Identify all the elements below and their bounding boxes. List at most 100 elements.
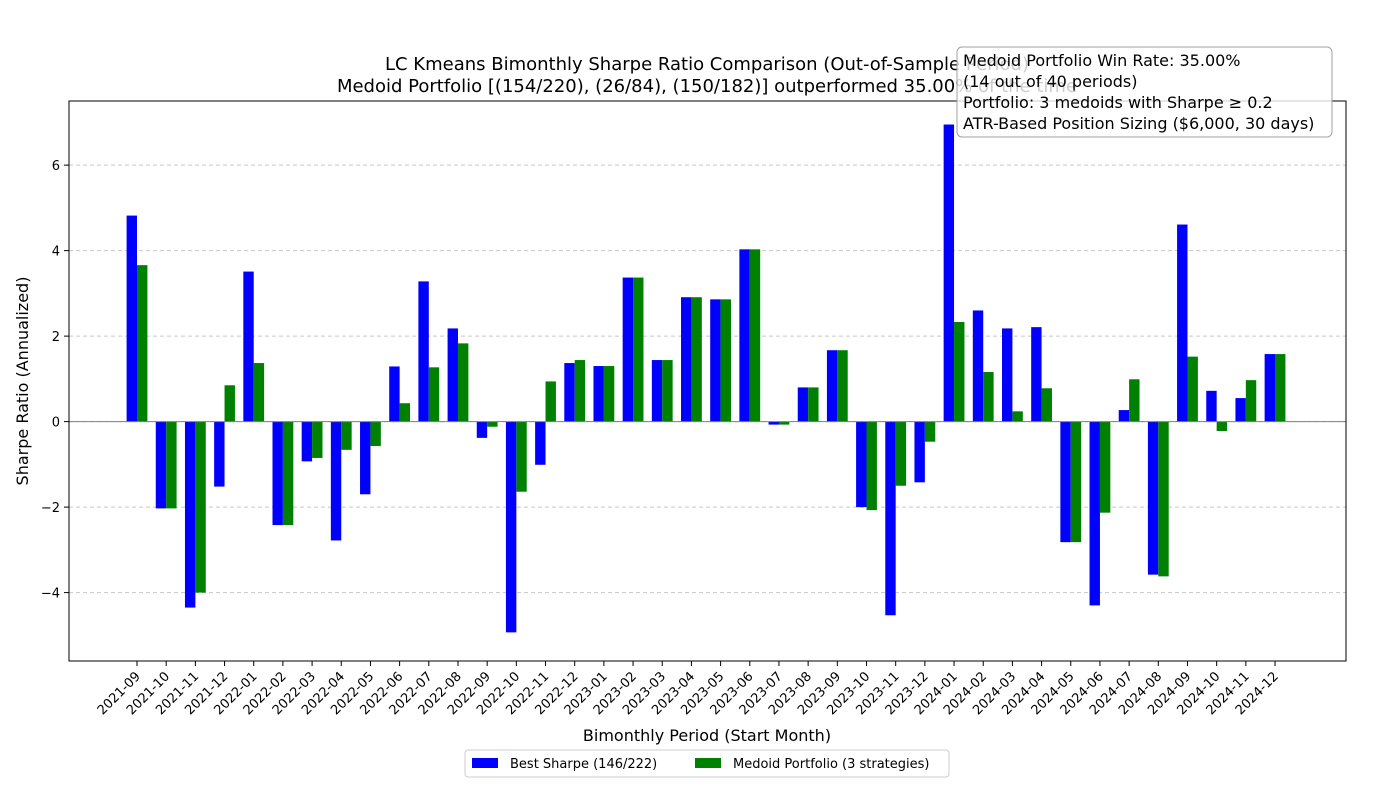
x-ticks: 2021-092021-102021-112021-122022-012022-… bbox=[95, 661, 1282, 718]
bar-best-sharpe bbox=[739, 249, 750, 422]
bar-best-sharpe bbox=[243, 271, 254, 422]
bar-medoid-portfolio bbox=[1129, 379, 1140, 422]
bar-medoid-portfolio bbox=[662, 360, 673, 422]
annotation-line-3: Portfolio: 3 medoids with Sharpe ≥ 0.2 bbox=[963, 93, 1273, 112]
bar-medoid-portfolio bbox=[399, 403, 411, 422]
bar-medoid-portfolio bbox=[895, 421, 907, 486]
x-axis-label: Bimonthly Period (Start Month) bbox=[583, 726, 831, 745]
bar-medoid-portfolio bbox=[749, 249, 761, 422]
chart-title: LC Kmeans Bimonthly Sharpe Ratio Compari… bbox=[385, 54, 1029, 75]
bar-medoid-portfolio bbox=[633, 277, 644, 422]
bar-medoid-portfolio bbox=[837, 350, 848, 422]
bar-best-sharpe bbox=[1235, 398, 1246, 422]
bar-medoid-portfolio bbox=[137, 265, 148, 422]
legend-swatch-best-sharpe bbox=[472, 758, 498, 768]
legend: Best Sharpe (146/222) Medoid Portfolio (… bbox=[464, 749, 950, 778]
bar-medoid-portfolio bbox=[516, 421, 527, 492]
bar-medoid-portfolio bbox=[1070, 421, 1082, 543]
annotation-line-4: ATR-Based Position Sizing ($6,000, 30 da… bbox=[963, 114, 1314, 133]
y-tick-label: 6 bbox=[52, 159, 60, 174]
bar-best-sharpe bbox=[447, 328, 458, 422]
legend-swatch-medoid-portfolio bbox=[695, 758, 721, 768]
bar-best-sharpe bbox=[505, 421, 517, 633]
legend-label-best-sharpe: Best Sharpe (146/222) bbox=[510, 757, 657, 772]
y-tick-label: −4 bbox=[41, 587, 60, 602]
bar-medoid-portfolio bbox=[603, 366, 615, 422]
bar-best-sharpe bbox=[1031, 327, 1042, 422]
bar-best-sharpe bbox=[1060, 421, 1071, 543]
bar-best-sharpe bbox=[943, 124, 955, 422]
y-axis-label: Sharpe Ratio (Annualized) bbox=[13, 277, 32, 486]
legend-label-medoid-portfolio: Medoid Portfolio (3 strategies) bbox=[733, 757, 930, 772]
bar-best-sharpe bbox=[914, 421, 925, 483]
bar-best-sharpe bbox=[476, 421, 488, 438]
bar-best-sharpe bbox=[1147, 421, 1159, 575]
bar-best-sharpe bbox=[826, 350, 838, 422]
y-tick-label: 2 bbox=[52, 330, 60, 345]
bar-best-sharpe bbox=[360, 421, 371, 495]
bar-medoid-portfolio bbox=[282, 421, 294, 526]
chart-subtitle: Medoid Portfolio [(154/220), (26/84), (1… bbox=[337, 76, 1077, 97]
y-tick-label: −2 bbox=[41, 501, 60, 516]
bar-medoid-portfolio bbox=[195, 421, 206, 593]
bar-medoid-portfolio bbox=[866, 421, 877, 511]
bar-medoid-portfolio bbox=[166, 421, 177, 509]
bar-medoid-portfolio bbox=[954, 322, 965, 422]
bar-best-sharpe bbox=[1206, 390, 1217, 422]
bar-best-sharpe bbox=[301, 421, 313, 462]
bar-medoid-portfolio bbox=[457, 343, 469, 422]
bar-medoid-portfolio bbox=[1187, 356, 1198, 422]
plot-frame bbox=[68, 100, 1347, 662]
annotation-line-2: (14 out of 40 periods) bbox=[963, 72, 1137, 91]
bar-best-sharpe bbox=[535, 421, 546, 465]
bar-medoid-portfolio bbox=[428, 367, 440, 422]
bar-best-sharpe bbox=[593, 366, 604, 422]
y-ticks: −4 −2 0 2 4 6 bbox=[41, 159, 69, 602]
annotation-background bbox=[956, 46, 1333, 138]
bar-best-sharpe bbox=[564, 363, 575, 422]
bar-medoid-portfolio bbox=[341, 421, 352, 450]
grid-layer bbox=[69, 164, 1346, 594]
bar-medoid-portfolio bbox=[1041, 388, 1052, 422]
bar-best-sharpe bbox=[856, 421, 867, 508]
bar-medoid-portfolio bbox=[1275, 354, 1286, 422]
bar-best-sharpe bbox=[681, 297, 692, 422]
bar-best-sharpe bbox=[1002, 328, 1013, 422]
bar-best-sharpe bbox=[1089, 421, 1100, 606]
bar-best-sharpe bbox=[214, 421, 225, 487]
bar-best-sharpe bbox=[389, 366, 400, 422]
annotation-box: Medoid Portfolio Win Rate: 35.00% (14 ou… bbox=[956, 46, 1333, 138]
bar-medoid-portfolio bbox=[224, 385, 235, 422]
bar-best-sharpe bbox=[184, 421, 196, 608]
annotation-line-1: Medoid Portfolio Win Rate: 35.00% bbox=[963, 51, 1241, 70]
bar-medoid-portfolio bbox=[253, 363, 265, 422]
bar-best-sharpe bbox=[885, 421, 896, 616]
bar-best-sharpe bbox=[126, 215, 137, 422]
bar-medoid-portfolio bbox=[924, 421, 936, 442]
bar-medoid-portfolio bbox=[1158, 421, 1169, 577]
bar-medoid-portfolio bbox=[1099, 421, 1111, 513]
bar-best-sharpe bbox=[1118, 410, 1130, 422]
bar-best-sharpe bbox=[622, 277, 634, 422]
bar-medoid-portfolio bbox=[1245, 380, 1257, 422]
bar-medoid-portfolio bbox=[1012, 411, 1023, 422]
bar-medoid-portfolio bbox=[545, 381, 556, 422]
bar-medoid-portfolio bbox=[778, 421, 790, 425]
bar-best-sharpe bbox=[1177, 224, 1188, 422]
bar-best-sharpe bbox=[797, 387, 809, 422]
bar-best-sharpe bbox=[710, 299, 721, 422]
y-tick-label: 0 bbox=[52, 416, 60, 431]
bar-best-sharpe bbox=[1264, 354, 1276, 422]
bar-best-sharpe bbox=[768, 421, 779, 425]
bar-medoid-portfolio bbox=[487, 421, 498, 427]
bar-medoid-portfolio bbox=[312, 421, 323, 458]
bar-medoid-portfolio bbox=[574, 360, 586, 422]
bar-best-sharpe bbox=[651, 360, 663, 422]
bar-best-sharpe bbox=[418, 281, 429, 422]
bar-medoid-portfolio bbox=[1216, 421, 1228, 432]
bar-best-sharpe bbox=[972, 310, 984, 422]
bar-best-sharpe bbox=[272, 421, 283, 526]
bars-layer bbox=[126, 124, 1286, 633]
